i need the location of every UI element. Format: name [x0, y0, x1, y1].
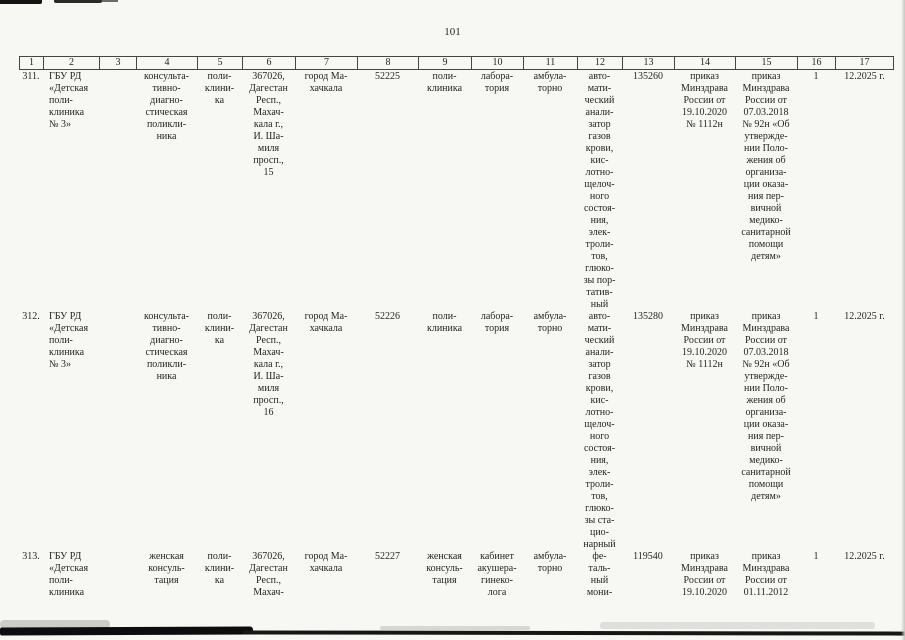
order-cell: приказ Минздрава России от 19.10.2020 — [681, 551, 728, 598]
organization-name: ГБУ РД «Детская поли- клиника № 3» — [49, 71, 89, 130]
table-cell: кабинет акушера- гинеко- лога — [477, 551, 517, 598]
address-cell: 367026, Дагестан Респ., Махач- — [249, 551, 288, 598]
column-header: 3 — [99, 57, 136, 69]
row-number: 313. — [22, 551, 40, 562]
table-cell: консульта- тивно- диагно- стическая поли… — [144, 311, 189, 382]
table-cell: 52227 — [375, 551, 400, 562]
column-header: 11 — [523, 57, 577, 69]
scan-artifact-top-edge — [54, 0, 102, 3]
column-header: 6 — [242, 57, 295, 69]
column-header: 2 — [43, 57, 99, 69]
equipment-cell: авто- мати- ческий анали- затор газов кр… — [583, 311, 616, 550]
order-cell: приказ Минздрава России от 19.10.2020 № … — [681, 71, 728, 130]
scan-artifact-page-edge-shadow — [901, 0, 905, 640]
table-cell: лабора- тория — [480, 311, 514, 334]
order-cell: приказ Минздрава России от 07.03.2018 № … — [741, 71, 791, 262]
scan-artifact-bottom-smudge — [0, 620, 110, 629]
column-header: 12 — [577, 57, 622, 69]
table-cell: 52226 — [375, 311, 400, 322]
row-number: 312. — [22, 311, 40, 322]
table-cell: 135260 — [633, 71, 663, 82]
address-cell: 367026, Дагестан Респ., Махач- кала г., … — [249, 71, 288, 178]
table-cell: женская консуль- тация — [426, 551, 463, 586]
column-header: 5 — [197, 57, 242, 69]
organization-name: ГБУ РД «Детская поли- клиника № 3» — [49, 311, 89, 370]
column-header: 13 — [622, 57, 674, 69]
equipment-cell: фе- таль- ный мони- — [586, 551, 613, 598]
column-header: 8 — [357, 57, 418, 69]
table-cell: амбула- торно — [533, 311, 567, 334]
organization-name: ГБУ РД «Детская поли- клиника — [49, 551, 89, 598]
row-number: 311. — [22, 71, 40, 82]
scan-artifact-top-edge — [102, 0, 118, 2]
table-cell: лабора- тория — [480, 71, 514, 94]
scan-artifact-bottom-smudge — [600, 622, 875, 629]
table-cell: поли- клиника — [426, 71, 463, 94]
scan-artifact-bottom-edge — [242, 630, 905, 636]
order-cell: приказ Минздрава России от 19.10.2020 № … — [681, 311, 728, 370]
scan-artifact-top-edge — [0, 0, 42, 4]
table-cell: поли- клиника — [426, 311, 463, 334]
order-cell: приказ Минздрава России от 01.11.2012 — [742, 551, 790, 598]
column-header: 9 — [418, 57, 471, 69]
date-cell: 12.2025 г. — [844, 551, 885, 562]
table-cell: амбула- торно — [533, 551, 567, 574]
table-cell: поли- клини- ка — [204, 311, 235, 346]
table-cell: город Ма- хачкала — [304, 551, 348, 574]
equipment-cell: авто- мати- ческий анали- затор газов кр… — [583, 71, 616, 310]
table-cell: 119540 — [633, 551, 663, 562]
table-header-row: 1 2 3 4 5 6 7 8 9 10 11 12 13 14 15 16 1… — [19, 56, 894, 70]
table-cell: поли- клини- ка — [204, 551, 235, 586]
table-cell: город Ма- хачкала — [304, 311, 348, 334]
table-cell: консульта- тивно- диагно- стическая поли… — [144, 71, 189, 142]
table-cell: амбула- торно — [533, 71, 567, 94]
date-cell: 12.2025 г. — [844, 311, 885, 322]
column-header: 7 — [295, 57, 357, 69]
table-cell: поли- клини- ка — [204, 71, 235, 106]
table-cell: 1 — [813, 71, 819, 82]
column-header: 4 — [136, 57, 197, 69]
column-header: 16 — [797, 57, 835, 69]
table-cell: 52225 — [375, 71, 400, 82]
order-cell: приказ Минздрава России от 07.03.2018 № … — [741, 311, 791, 502]
column-header: 14 — [674, 57, 735, 69]
column-header: 15 — [735, 57, 797, 69]
date-cell: 12.2025 г. — [844, 71, 885, 82]
table-cell: 1 — [813, 311, 819, 322]
column-header: 10 — [471, 57, 523, 69]
scan-artifact-bottom-edge — [0, 626, 254, 636]
column-header: 1 — [19, 57, 43, 69]
page-number: 101 — [444, 26, 461, 38]
scan-artifact-bottom-smudge — [380, 626, 530, 630]
table-cell: 1 — [813, 551, 819, 562]
table-cell: женская консуль- тация — [148, 551, 185, 586]
column-header: 17 — [835, 57, 894, 69]
address-cell: 367026, Дагестан Респ., Махач- кала г., … — [249, 311, 288, 418]
table-cell: город Ма- хачкала — [304, 71, 348, 94]
table-cell: 135280 — [633, 311, 663, 322]
